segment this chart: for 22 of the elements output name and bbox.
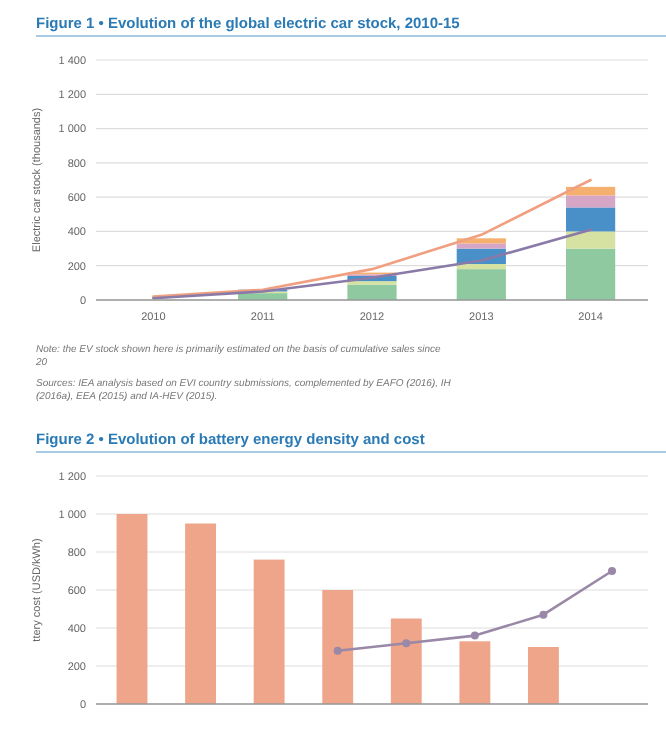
- point: [402, 639, 411, 648]
- bar: [456, 264, 506, 270]
- point: [333, 646, 342, 655]
- bar: [566, 248, 616, 300]
- bar: [566, 207, 616, 232]
- point: [470, 631, 479, 640]
- bar: [185, 523, 216, 704]
- point: [608, 567, 616, 575]
- point: [539, 610, 548, 619]
- bar: [566, 231, 616, 249]
- bar: [456, 269, 506, 300]
- bar: [253, 559, 285, 704]
- bar: [116, 514, 148, 704]
- bar: [566, 195, 616, 208]
- line-series: [152, 228, 592, 300]
- bar: [456, 243, 506, 249]
- bar: [322, 590, 354, 704]
- line-series: [152, 178, 592, 298]
- bar: [390, 618, 422, 704]
- bar: [347, 284, 397, 300]
- bar: [528, 647, 559, 704]
- bar: [459, 641, 491, 704]
